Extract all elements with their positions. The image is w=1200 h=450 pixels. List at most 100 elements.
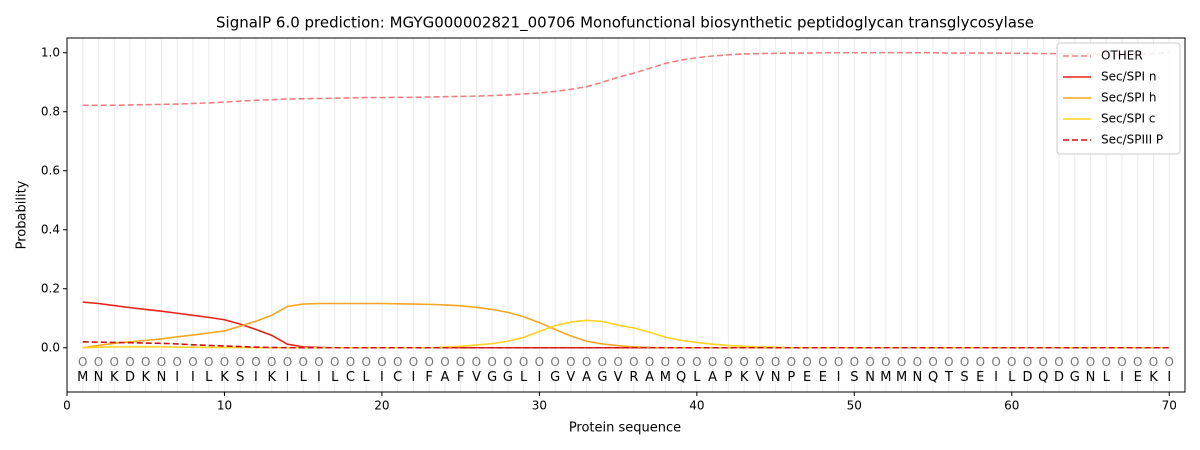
- x-tick-label: 70: [1162, 399, 1177, 413]
- residue-label: I: [317, 370, 321, 385]
- y-tick-label: 0.0: [41, 340, 60, 354]
- state-label: O: [1023, 355, 1032, 369]
- state-label: O: [771, 355, 780, 369]
- residue-label: G: [550, 370, 560, 385]
- legend-box: [1056, 42, 1181, 155]
- residue-label: K: [740, 370, 749, 385]
- residue-label: L: [1103, 370, 1111, 385]
- residue-label: I: [191, 370, 195, 385]
- residue-label: M: [77, 370, 88, 385]
- x-tick-label: 10: [217, 399, 232, 413]
- residue-label: K: [141, 370, 150, 385]
- residue-label: I: [537, 370, 541, 385]
- state-label: O: [1007, 355, 1016, 369]
- residue-label: Q: [1038, 370, 1048, 385]
- residue-label: I: [412, 370, 416, 385]
- y-tick-label: 0.8: [41, 104, 60, 118]
- state-label: O: [393, 355, 402, 369]
- residue-label: A: [440, 370, 449, 385]
- y-tick-label: 0.2: [41, 281, 60, 295]
- residue-label: I: [1120, 370, 1124, 385]
- state-label: O: [1133, 355, 1142, 369]
- residue-label: N: [157, 370, 167, 385]
- state-label: O: [409, 355, 418, 369]
- state-label: O: [1054, 355, 1063, 369]
- state-label: O: [834, 355, 843, 369]
- residue-label: D: [1023, 370, 1033, 385]
- residue-label: Q: [928, 370, 938, 385]
- state-label: O: [519, 355, 528, 369]
- residue-label: E: [803, 370, 811, 385]
- state-label: O: [361, 355, 370, 369]
- legend-label: OTHER: [1101, 49, 1143, 63]
- state-label: O: [377, 355, 386, 369]
- residue-label: C: [393, 370, 402, 385]
- state-label: O: [755, 355, 764, 369]
- state-label: O: [235, 355, 244, 369]
- residue-label: V: [755, 370, 764, 385]
- residue-label: L: [300, 370, 308, 385]
- state-label: O: [487, 355, 496, 369]
- state-label: O: [157, 355, 166, 369]
- plot-frame: [66, 37, 1186, 393]
- residue-label: S: [236, 370, 244, 385]
- residue-label: I: [254, 370, 258, 385]
- state-label: O: [440, 355, 449, 369]
- residue-label: T: [944, 370, 953, 385]
- residue-label: G: [597, 370, 607, 385]
- residue-label: M: [660, 370, 671, 385]
- residue-label: I: [380, 370, 384, 385]
- state-label: O: [645, 355, 654, 369]
- state-label: O: [550, 355, 559, 369]
- residue-label: I: [175, 370, 179, 385]
- residue-label: N: [865, 370, 875, 385]
- state-label: O: [251, 355, 260, 369]
- x-tick-label: 20: [374, 399, 389, 413]
- state-label: O: [976, 355, 985, 369]
- state-label: O: [818, 355, 827, 369]
- state-label: O: [613, 355, 622, 369]
- residue-label: S: [960, 370, 968, 385]
- residue-label: A: [582, 370, 591, 385]
- state-label: O: [724, 355, 733, 369]
- legend-label: Sec/SPIII P: [1101, 133, 1163, 147]
- residue-label: V: [472, 370, 481, 385]
- state-label: O: [172, 355, 181, 369]
- state-label: O: [188, 355, 197, 369]
- residue-label: K: [110, 370, 119, 385]
- state-label: O: [125, 355, 134, 369]
- residue-label: G: [1070, 370, 1080, 385]
- state-label: O: [708, 355, 717, 369]
- residue-label: M: [880, 370, 891, 385]
- state-label: O: [472, 355, 481, 369]
- state-label: O: [1117, 355, 1126, 369]
- residue-label: P: [787, 370, 795, 385]
- residue-label: K: [267, 370, 276, 385]
- residue-label: N: [94, 370, 104, 385]
- state-label: O: [141, 355, 150, 369]
- state-label: O: [204, 355, 213, 369]
- state-label: O: [897, 355, 906, 369]
- x-tick-label: 30: [532, 399, 547, 413]
- state-label: O: [661, 355, 670, 369]
- state-label: O: [850, 355, 859, 369]
- residue-label: E: [819, 370, 827, 385]
- state-label: O: [424, 355, 433, 369]
- state-label: O: [566, 355, 575, 369]
- series-line: [82, 341, 1170, 349]
- state-label: O: [1102, 355, 1111, 369]
- residue-label: G: [503, 370, 513, 385]
- state-label: O: [582, 355, 591, 369]
- state-label: O: [1165, 355, 1174, 369]
- residue-label: I: [1167, 370, 1171, 385]
- legend: OTHER Sec/SPI n Sec/SPI h Sec/SPI c Sec/SPII…: [1056, 42, 1181, 155]
- state-label: O: [110, 355, 119, 369]
- state-label: O: [1039, 355, 1048, 369]
- residue-label: L: [1008, 370, 1016, 385]
- state-label: O: [94, 355, 103, 369]
- residue-label: F: [457, 370, 464, 385]
- state-label: O: [1086, 355, 1095, 369]
- residue-label: R: [629, 370, 638, 385]
- residue-label: V: [614, 370, 623, 385]
- state-label: O: [881, 355, 890, 369]
